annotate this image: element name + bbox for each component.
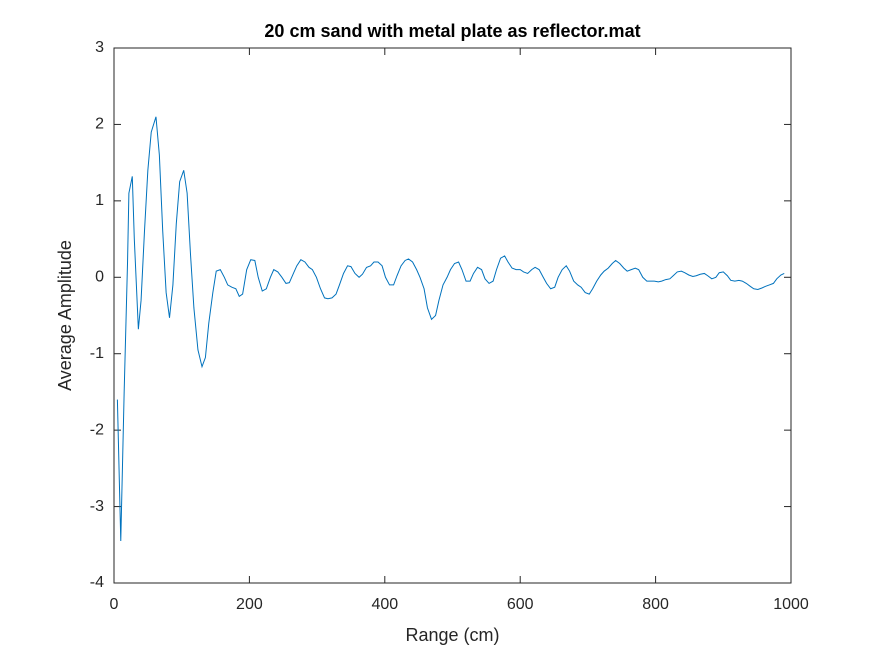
y-tick-label: 3 (95, 39, 104, 56)
chart-title: 20 cm sand with metal plate as reflector… (264, 21, 640, 41)
x-tick-label: 800 (642, 596, 669, 613)
x-tick-label: 200 (236, 596, 263, 613)
y-axis-label: Average Amplitude (55, 240, 75, 391)
y-tick-label: -2 (90, 421, 104, 438)
y-tick-label: 1 (95, 192, 104, 209)
y-tick-label: -1 (90, 345, 104, 362)
x-tick-label: 400 (371, 596, 398, 613)
x-tick-label: 600 (507, 596, 534, 613)
x-tick-label: 1000 (773, 596, 809, 613)
y-tick-label: 2 (95, 116, 104, 133)
x-axis-label: Range (cm) (405, 625, 499, 645)
y-tick-label: 0 (95, 269, 104, 286)
x-tick-label: 0 (110, 596, 119, 613)
plot-box (113, 47, 792, 584)
y-tick-label: -3 (90, 498, 104, 515)
y-tick-label: -4 (90, 574, 104, 591)
data-line (116, 116, 785, 541)
